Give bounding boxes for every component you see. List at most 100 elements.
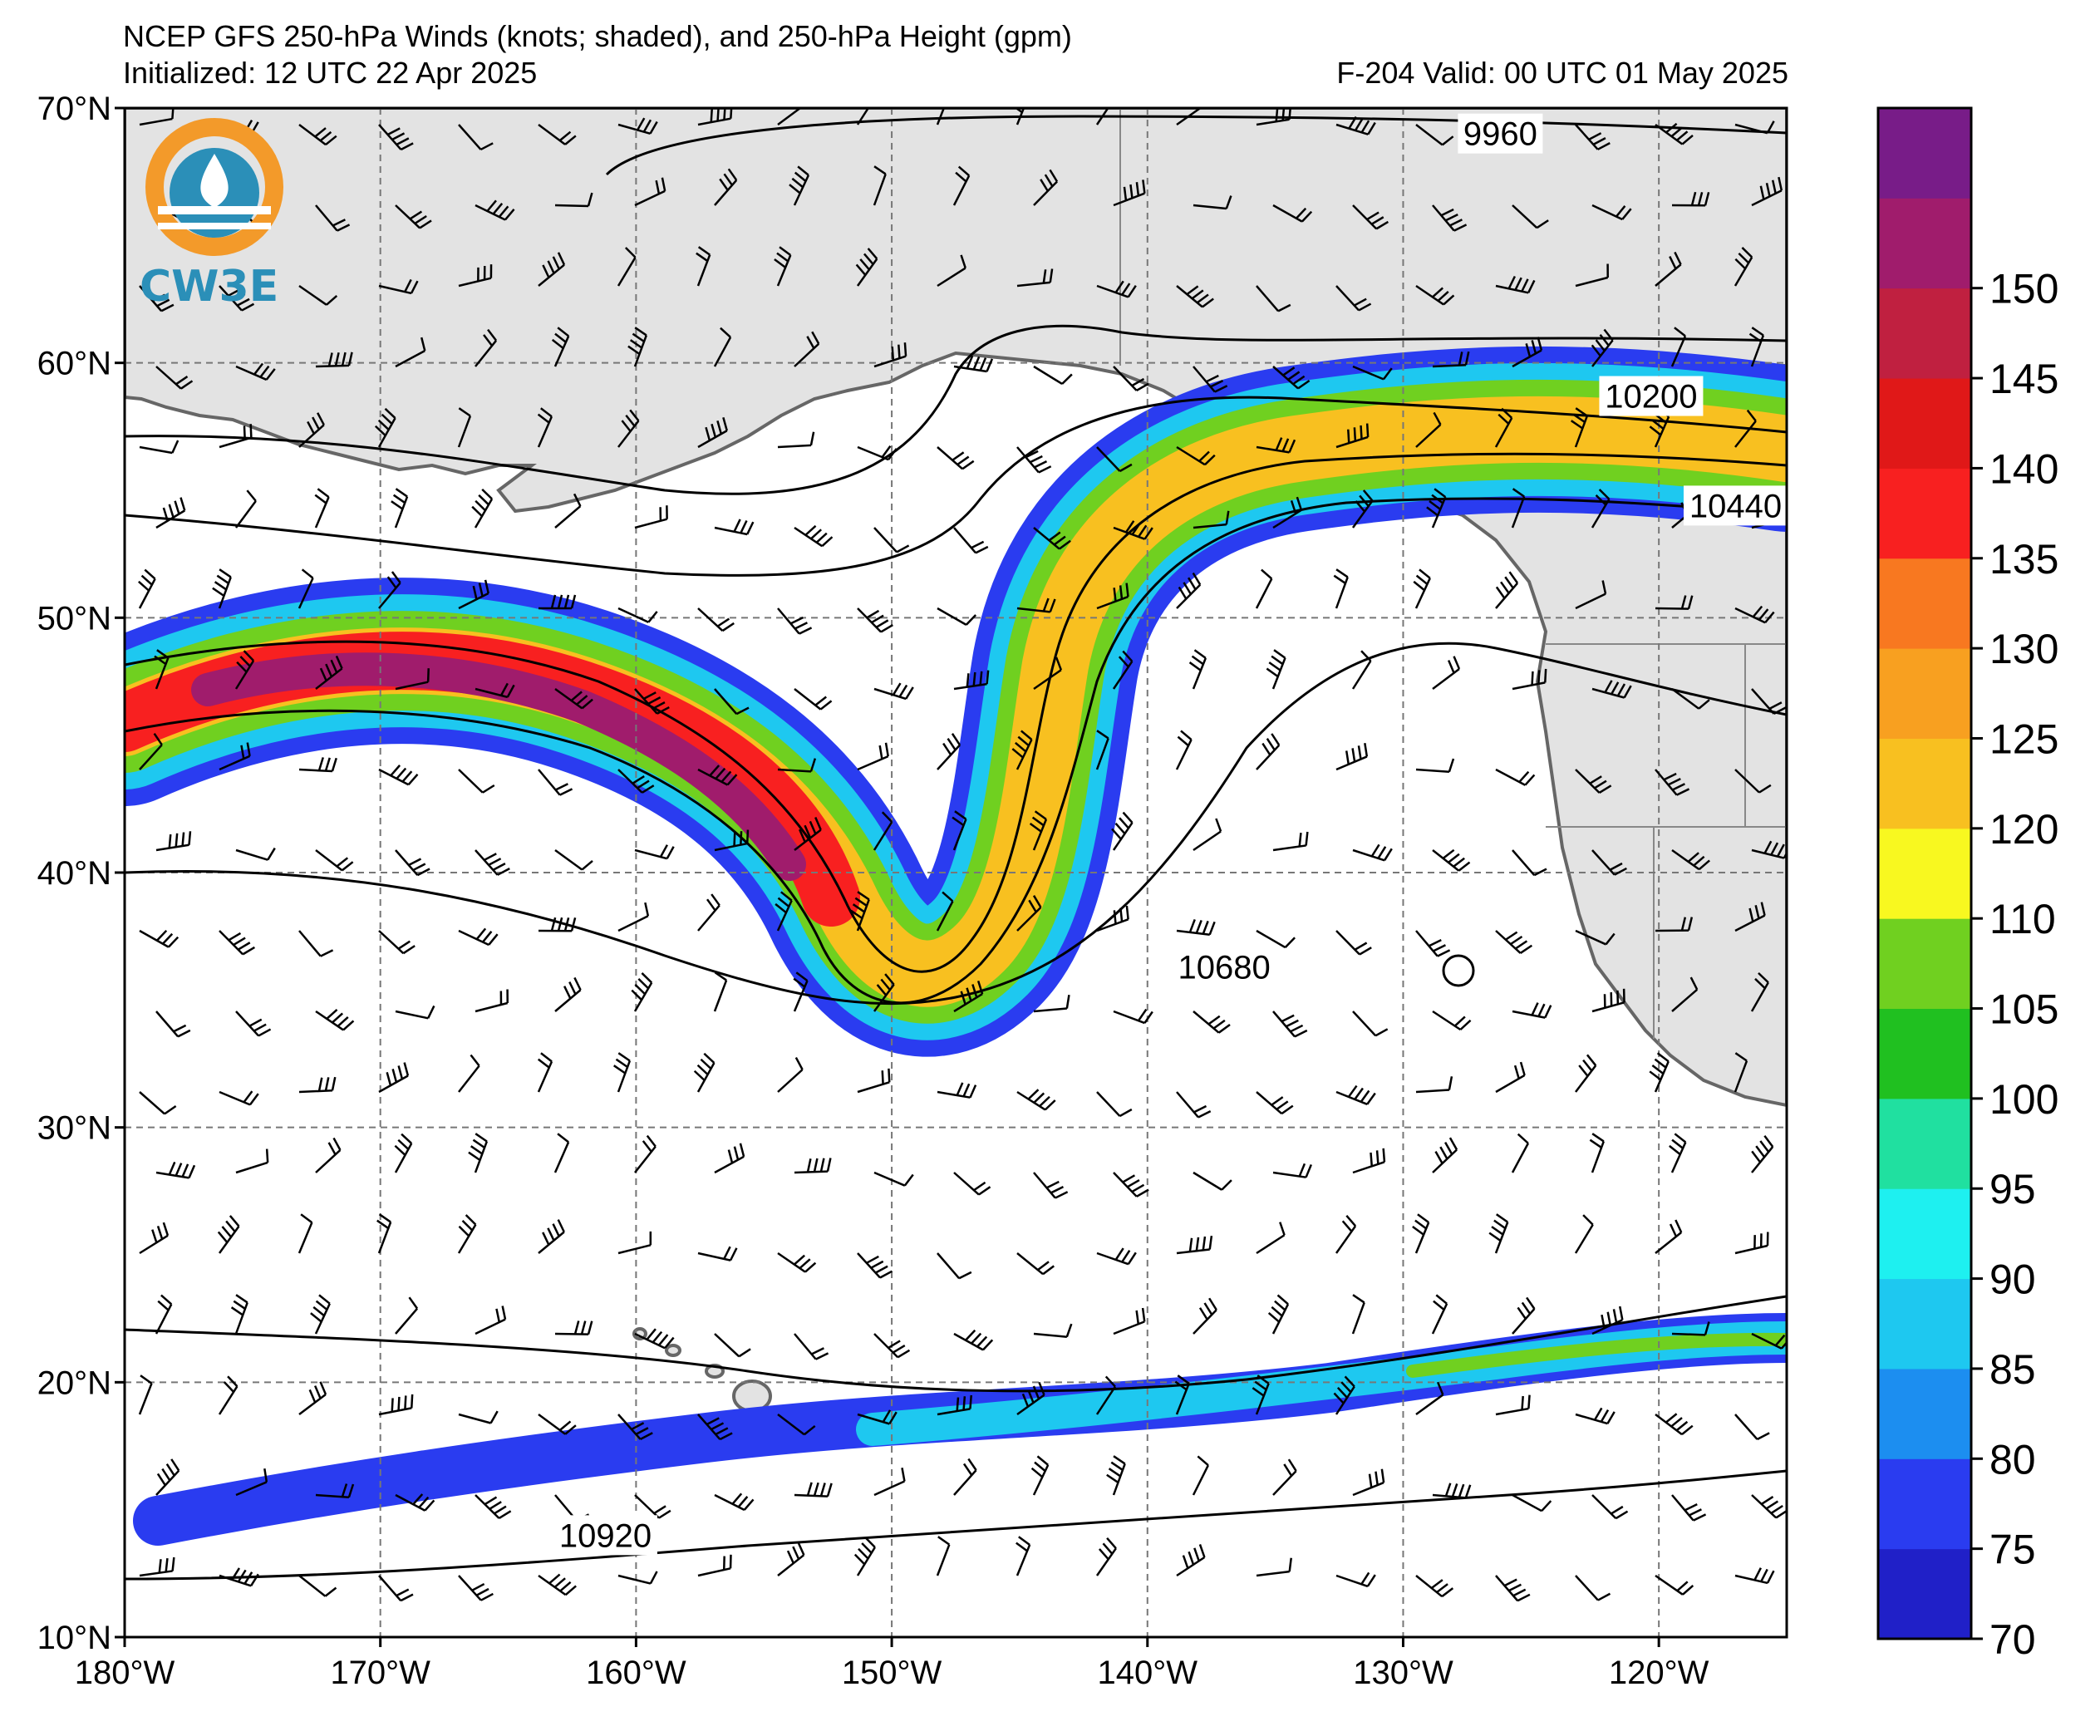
political-borders xyxy=(1119,108,1787,1039)
wind-barb xyxy=(857,1252,893,1279)
wind-barb xyxy=(155,831,192,852)
wind-barb xyxy=(1033,657,1063,691)
wind-barb xyxy=(1333,1375,1355,1415)
wind-barb xyxy=(1734,120,1775,135)
colorbar-label: 140 xyxy=(1989,445,2058,492)
wind-barb xyxy=(794,1482,833,1497)
wind-barb xyxy=(873,1333,911,1359)
wind-barb xyxy=(857,1409,898,1425)
lon-label: 130°W xyxy=(1353,1655,1453,1691)
wind-barb xyxy=(617,902,650,932)
wind-barb xyxy=(1734,1414,1770,1441)
wind-barb xyxy=(1574,1214,1594,1254)
wind-barb xyxy=(953,1172,991,1196)
wind-barb xyxy=(1335,930,1372,956)
wind-barb xyxy=(315,1137,342,1173)
wind-barb xyxy=(219,1090,259,1106)
wind-barb xyxy=(1575,580,1607,610)
wind-barb xyxy=(1193,818,1222,852)
wind-barb xyxy=(1432,204,1468,232)
colorbar-label: 80 xyxy=(1989,1436,2036,1483)
wind-barb xyxy=(1671,848,1710,871)
wind-barb xyxy=(1016,1536,1031,1576)
colorbar-label: 100 xyxy=(1989,1076,2058,1123)
wind-barb xyxy=(538,594,577,610)
wind-barb xyxy=(853,1537,876,1576)
wind-barb xyxy=(617,1231,652,1255)
wind-barb xyxy=(1734,247,1753,287)
wind-barb xyxy=(1575,124,1611,150)
wind-barb xyxy=(714,1493,755,1512)
wind-barb xyxy=(1426,488,1447,529)
wind-barb xyxy=(953,527,989,554)
wind-barb xyxy=(1335,1571,1376,1588)
wind-barb xyxy=(1655,1574,1694,1596)
wind-barb xyxy=(554,493,582,529)
wind-barb xyxy=(937,1394,972,1416)
wind-barb xyxy=(298,568,314,609)
wind-barb xyxy=(310,1294,331,1335)
wind-barb xyxy=(794,817,822,851)
wind-barb xyxy=(936,891,954,932)
wind-barb xyxy=(155,497,186,529)
wind-barb xyxy=(315,1009,355,1031)
wind-barb xyxy=(139,285,175,312)
wind-barb xyxy=(617,1571,658,1585)
wind-barb xyxy=(395,668,430,691)
wind-barb xyxy=(794,1333,829,1360)
wind-barb xyxy=(1335,285,1372,312)
wind-barb xyxy=(217,1215,240,1254)
contour-10920-b xyxy=(125,1469,1787,1581)
wind-barb xyxy=(234,650,255,690)
wind-barb xyxy=(634,1494,671,1519)
wind-barb xyxy=(219,930,256,956)
wind-barb xyxy=(1511,1133,1530,1173)
wind-barb xyxy=(777,1252,817,1273)
wind-barb xyxy=(697,1246,738,1261)
wind-barb xyxy=(315,352,353,368)
wind-barb xyxy=(1575,929,1616,946)
wind-barb xyxy=(697,765,738,786)
wind-barb xyxy=(218,1375,239,1415)
lon-label: 120°W xyxy=(1609,1655,1709,1691)
wind-barb xyxy=(314,488,330,529)
wind-barb xyxy=(138,568,156,609)
wind-barb xyxy=(1113,1307,1146,1335)
wind-barb xyxy=(1351,1294,1365,1335)
colorbar-segment xyxy=(1878,648,1971,739)
map-title: NCEP GFS 250-hPa Winds (knots; shaded), … xyxy=(123,19,1072,53)
wind-barb xyxy=(1734,1567,1775,1585)
wind-barb xyxy=(475,328,498,367)
wind-barb xyxy=(139,1091,177,1115)
wind-barb xyxy=(1193,195,1232,210)
height-contours xyxy=(125,115,1787,1581)
wind-barb xyxy=(458,579,489,610)
wind-barb xyxy=(378,571,401,609)
wind-barb xyxy=(458,927,499,947)
wind-barb xyxy=(458,1575,494,1601)
colorbar-segment xyxy=(1878,738,1971,829)
small-high-contour xyxy=(1442,954,1475,987)
wind-barb xyxy=(458,1410,499,1424)
wind-barb xyxy=(714,688,750,716)
wind-barb xyxy=(1432,1483,1472,1499)
wind-barb xyxy=(1033,1323,1073,1338)
wind-barb xyxy=(1512,1296,1536,1335)
wind-barb xyxy=(1750,971,1769,1012)
wind-barb xyxy=(298,1575,337,1597)
wind-barb xyxy=(1113,180,1146,207)
wind-barb xyxy=(1591,328,1614,367)
colorbar: 70 75 80 85 90 95 100 105 110 120 125 130 135 140 145 1… xyxy=(1876,106,2058,1663)
wind-barbs xyxy=(138,108,1787,1602)
wind-barb xyxy=(953,670,990,691)
wind-barb xyxy=(855,248,878,287)
wind-barb xyxy=(1112,650,1134,690)
lat-label: 70°N xyxy=(37,91,111,127)
wind-barb xyxy=(697,417,728,449)
colorbar-segment xyxy=(1878,1098,1971,1189)
height-label: 10200 xyxy=(1605,379,1697,416)
wind-barb xyxy=(538,917,577,932)
colorbar-segment xyxy=(1878,288,1971,379)
lat-lon-grid xyxy=(125,108,1787,1637)
contour-10440-b xyxy=(125,497,1787,1005)
